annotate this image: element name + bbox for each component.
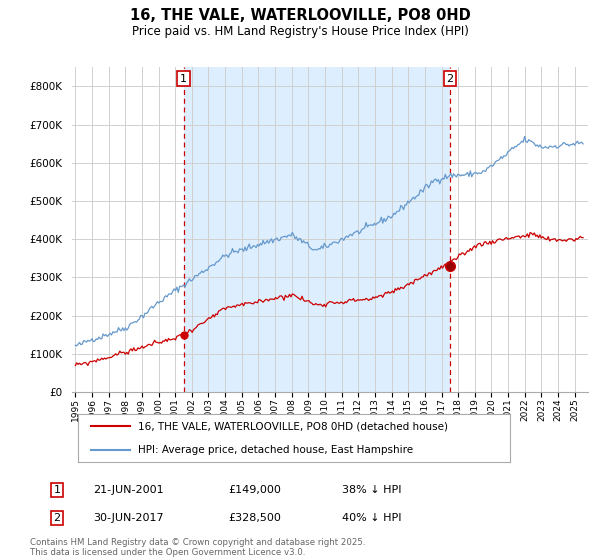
Text: 16, THE VALE, WATERLOOVILLE, PO8 0HD: 16, THE VALE, WATERLOOVILLE, PO8 0HD [130,8,470,24]
Text: £149,000: £149,000 [228,485,281,495]
Text: 2: 2 [446,74,454,83]
Text: 1: 1 [180,74,187,83]
Text: 1: 1 [53,485,61,495]
Bar [184,67,450,392]
Text: HPI: Average price, detached house, East Hampshire: HPI: Average price, detached house, East… [139,445,413,455]
Text: 30-JUN-2017: 30-JUN-2017 [93,513,164,523]
Text: 38% ↓ HPI: 38% ↓ HPI [342,485,401,495]
Text: 40% ↓ HPI: 40% ↓ HPI [342,513,401,523]
Text: 16, THE VALE, WATERLOOVILLE, PO8 0HD (detached house): 16, THE VALE, WATERLOOVILLE, PO8 0HD (de… [139,421,448,431]
Text: £328,500: £328,500 [228,513,281,523]
Text: 2: 2 [53,513,61,523]
Text: Price paid vs. HM Land Registry's House Price Index (HPI): Price paid vs. HM Land Registry's House … [131,25,469,38]
Text: Contains HM Land Registry data © Crown copyright and database right 2025.
This d: Contains HM Land Registry data © Crown c… [30,538,365,557]
Text: 21-JUN-2001: 21-JUN-2001 [93,485,164,495]
